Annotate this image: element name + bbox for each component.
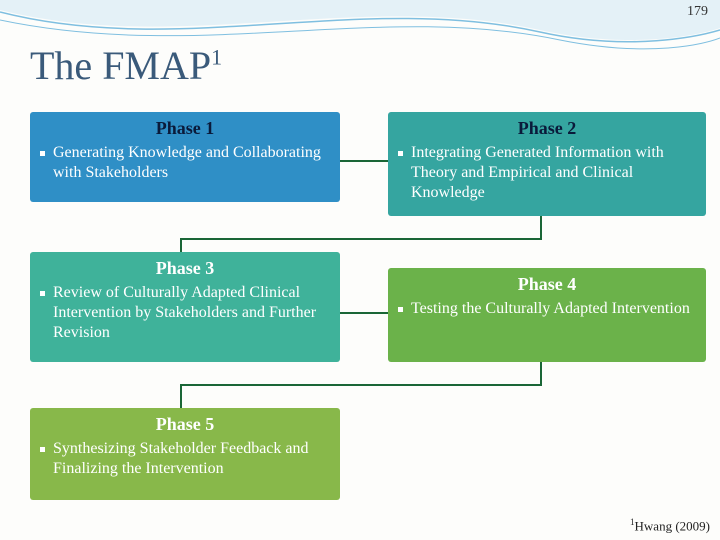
title-main: The FMAP	[30, 43, 211, 88]
connector-segment	[180, 384, 182, 408]
connector-segment	[180, 238, 542, 240]
citation: 1Hwang (2009)	[630, 517, 710, 534]
bullet-icon	[398, 151, 403, 156]
bullet-icon	[40, 291, 45, 296]
bullet-icon	[40, 447, 45, 452]
page-number: 179	[687, 4, 708, 20]
phase-1-body: Generating Knowledge and Collaborating w…	[53, 143, 330, 183]
slide-title: The FMAP1	[30, 42, 222, 89]
bullet-icon	[398, 307, 403, 312]
title-superscript: 1	[211, 45, 222, 70]
phase-3-title: Phase 3	[40, 258, 330, 279]
phase-3-body: Review of Culturally Adapted Clinical In…	[53, 283, 330, 343]
phase-3-box: Phase 3 Review of Culturally Adapted Cli…	[30, 252, 340, 362]
phase-2-box: Phase 2 Integrating Generated Informatio…	[388, 112, 706, 216]
connector-segment	[540, 216, 542, 240]
connector-segment	[180, 384, 542, 386]
phase-4-title: Phase 4	[398, 274, 696, 295]
bullet-icon	[40, 151, 45, 156]
phase-4-body: Testing the Culturally Adapted Intervent…	[411, 299, 690, 319]
connector-segment	[340, 312, 388, 314]
phase-5-box: Phase 5 Synthesizing Stakeholder Feedbac…	[30, 408, 340, 500]
connector-segment	[540, 362, 542, 386]
phase-2-title: Phase 2	[398, 118, 696, 139]
connector-segment	[340, 160, 388, 162]
citation-text: Hwang (2009)	[635, 518, 710, 533]
phase-1-box: Phase 1 Generating Knowledge and Collabo…	[30, 112, 340, 202]
phase-2-body: Integrating Generated Information with T…	[411, 143, 696, 203]
phase-4-box: Phase 4 Testing the Culturally Adapted I…	[388, 268, 706, 362]
phase-5-title: Phase 5	[40, 414, 330, 435]
connector-segment	[180, 238, 182, 252]
phase-1-title: Phase 1	[40, 118, 330, 139]
phase-5-body: Synthesizing Stakeholder Feedback and Fi…	[53, 439, 330, 479]
